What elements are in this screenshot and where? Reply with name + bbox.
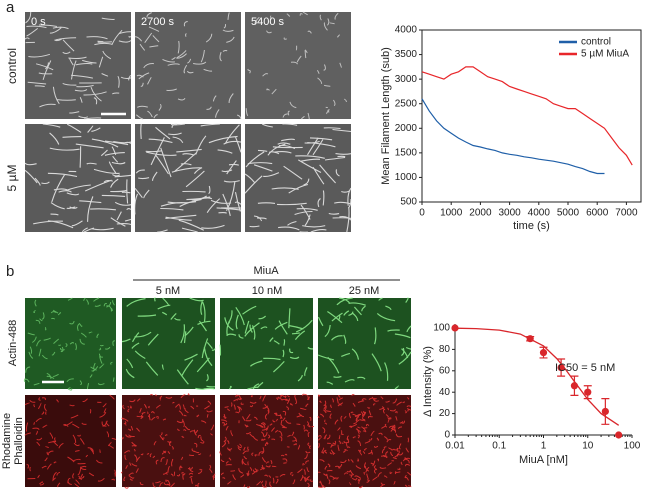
micrographs: [23, 11, 412, 489]
data-line: [421, 66, 633, 166]
panel-label: b: [6, 263, 14, 280]
concentration-label: 10 nM: [252, 285, 283, 297]
micrograph: [220, 395, 313, 487]
data-point: [570, 382, 579, 390]
data-point: [584, 388, 592, 396]
concentration-label: 25 nM: [349, 285, 380, 297]
micrograph: [25, 395, 116, 487]
y-axis-label: Δ Intensity (%): [422, 346, 434, 417]
x-tick-label: 10: [582, 441, 594, 452]
filaments: [24, 11, 132, 120]
row-label: Actin-488: [7, 320, 19, 366]
filaments: [134, 123, 242, 233]
annotation: IC50 = 5 nM: [555, 362, 615, 374]
y-tick-label: 2000: [395, 123, 418, 134]
filaments: [120, 393, 216, 489]
micrograph: [318, 298, 411, 389]
filaments: [134, 12, 242, 120]
time-label: 0 s: [31, 16, 46, 28]
data-point: [601, 407, 609, 416]
y-tick-label: 1000: [395, 172, 418, 183]
data-line: [421, 98, 605, 175]
legend-label: 5 µM MiuA: [581, 49, 629, 60]
data-point: [451, 324, 459, 332]
filaments: [24, 123, 132, 233]
x-tick-label: 100: [624, 441, 641, 452]
filaments: [23, 297, 115, 391]
y-tick-label: 4000: [395, 25, 418, 36]
y-tick-label: 3000: [395, 74, 418, 85]
x-tick-label: 4000: [528, 208, 551, 219]
filaments: [244, 123, 352, 233]
x-tick-label: 3000: [498, 208, 521, 219]
x-tick-label: 2000: [469, 208, 492, 219]
concentration-label: 5 nM: [156, 285, 180, 297]
fit-curve: [454, 327, 620, 426]
micrograph: [220, 298, 313, 389]
y-tick-label: 40: [439, 387, 451, 398]
x-tick-label: 0.1: [492, 441, 506, 452]
x-tick-label: 1: [541, 441, 547, 452]
y-tick-label: 100: [433, 323, 450, 334]
filaments: [245, 11, 347, 120]
plot-frame: [421, 29, 642, 203]
filaments: [219, 305, 314, 390]
filaments: [121, 297, 216, 390]
y-tick-label: 1500: [395, 147, 418, 158]
y-tick-label: 500: [400, 197, 417, 208]
row-label: control: [5, 48, 19, 84]
micrograph: [25, 124, 131, 232]
y-tick-label: 20: [439, 408, 451, 419]
micrograph: [122, 395, 215, 487]
y-tick-label: 60: [439, 365, 451, 376]
legend-label: control: [581, 37, 611, 48]
micrograph: [245, 124, 351, 232]
x-tick-label: 0: [419, 208, 425, 219]
time-label: 2700 s: [141, 16, 175, 28]
y-tick-label: 0: [444, 430, 450, 441]
y-tick-label: 2500: [395, 98, 418, 109]
row-label: Rhodamine: [1, 413, 13, 469]
micrograph: [245, 12, 351, 119]
row-label: 5 µM: [5, 165, 19, 192]
row-label: Phalloidin: [13, 417, 25, 465]
x-axis-label: MiuA [nM]: [519, 454, 568, 466]
y-tick-label: 80: [439, 344, 451, 355]
data-point: [526, 335, 534, 343]
x-tick-label: 5000: [557, 208, 580, 219]
header: MiuA: [253, 265, 279, 277]
x-tick-label: 0.01: [445, 441, 465, 452]
filaments: [317, 393, 412, 489]
x-tick-label: 1000: [440, 208, 463, 219]
data-point: [615, 431, 623, 439]
filaments: [24, 394, 117, 488]
x-axis-label: time (s): [513, 220, 550, 232]
data-point: [539, 349, 548, 357]
data-point: [557, 363, 565, 372]
filaments: [219, 393, 315, 489]
x-tick-label: 7000: [615, 208, 638, 219]
panel-label: a: [6, 0, 15, 16]
x-tick-label: 6000: [586, 208, 609, 219]
time-label: 5400 s: [251, 16, 285, 28]
y-tick-label: 3500: [395, 49, 418, 60]
filaments: [317, 297, 412, 390]
y-axis-label: Mean Filament Length (sub): [380, 47, 392, 185]
